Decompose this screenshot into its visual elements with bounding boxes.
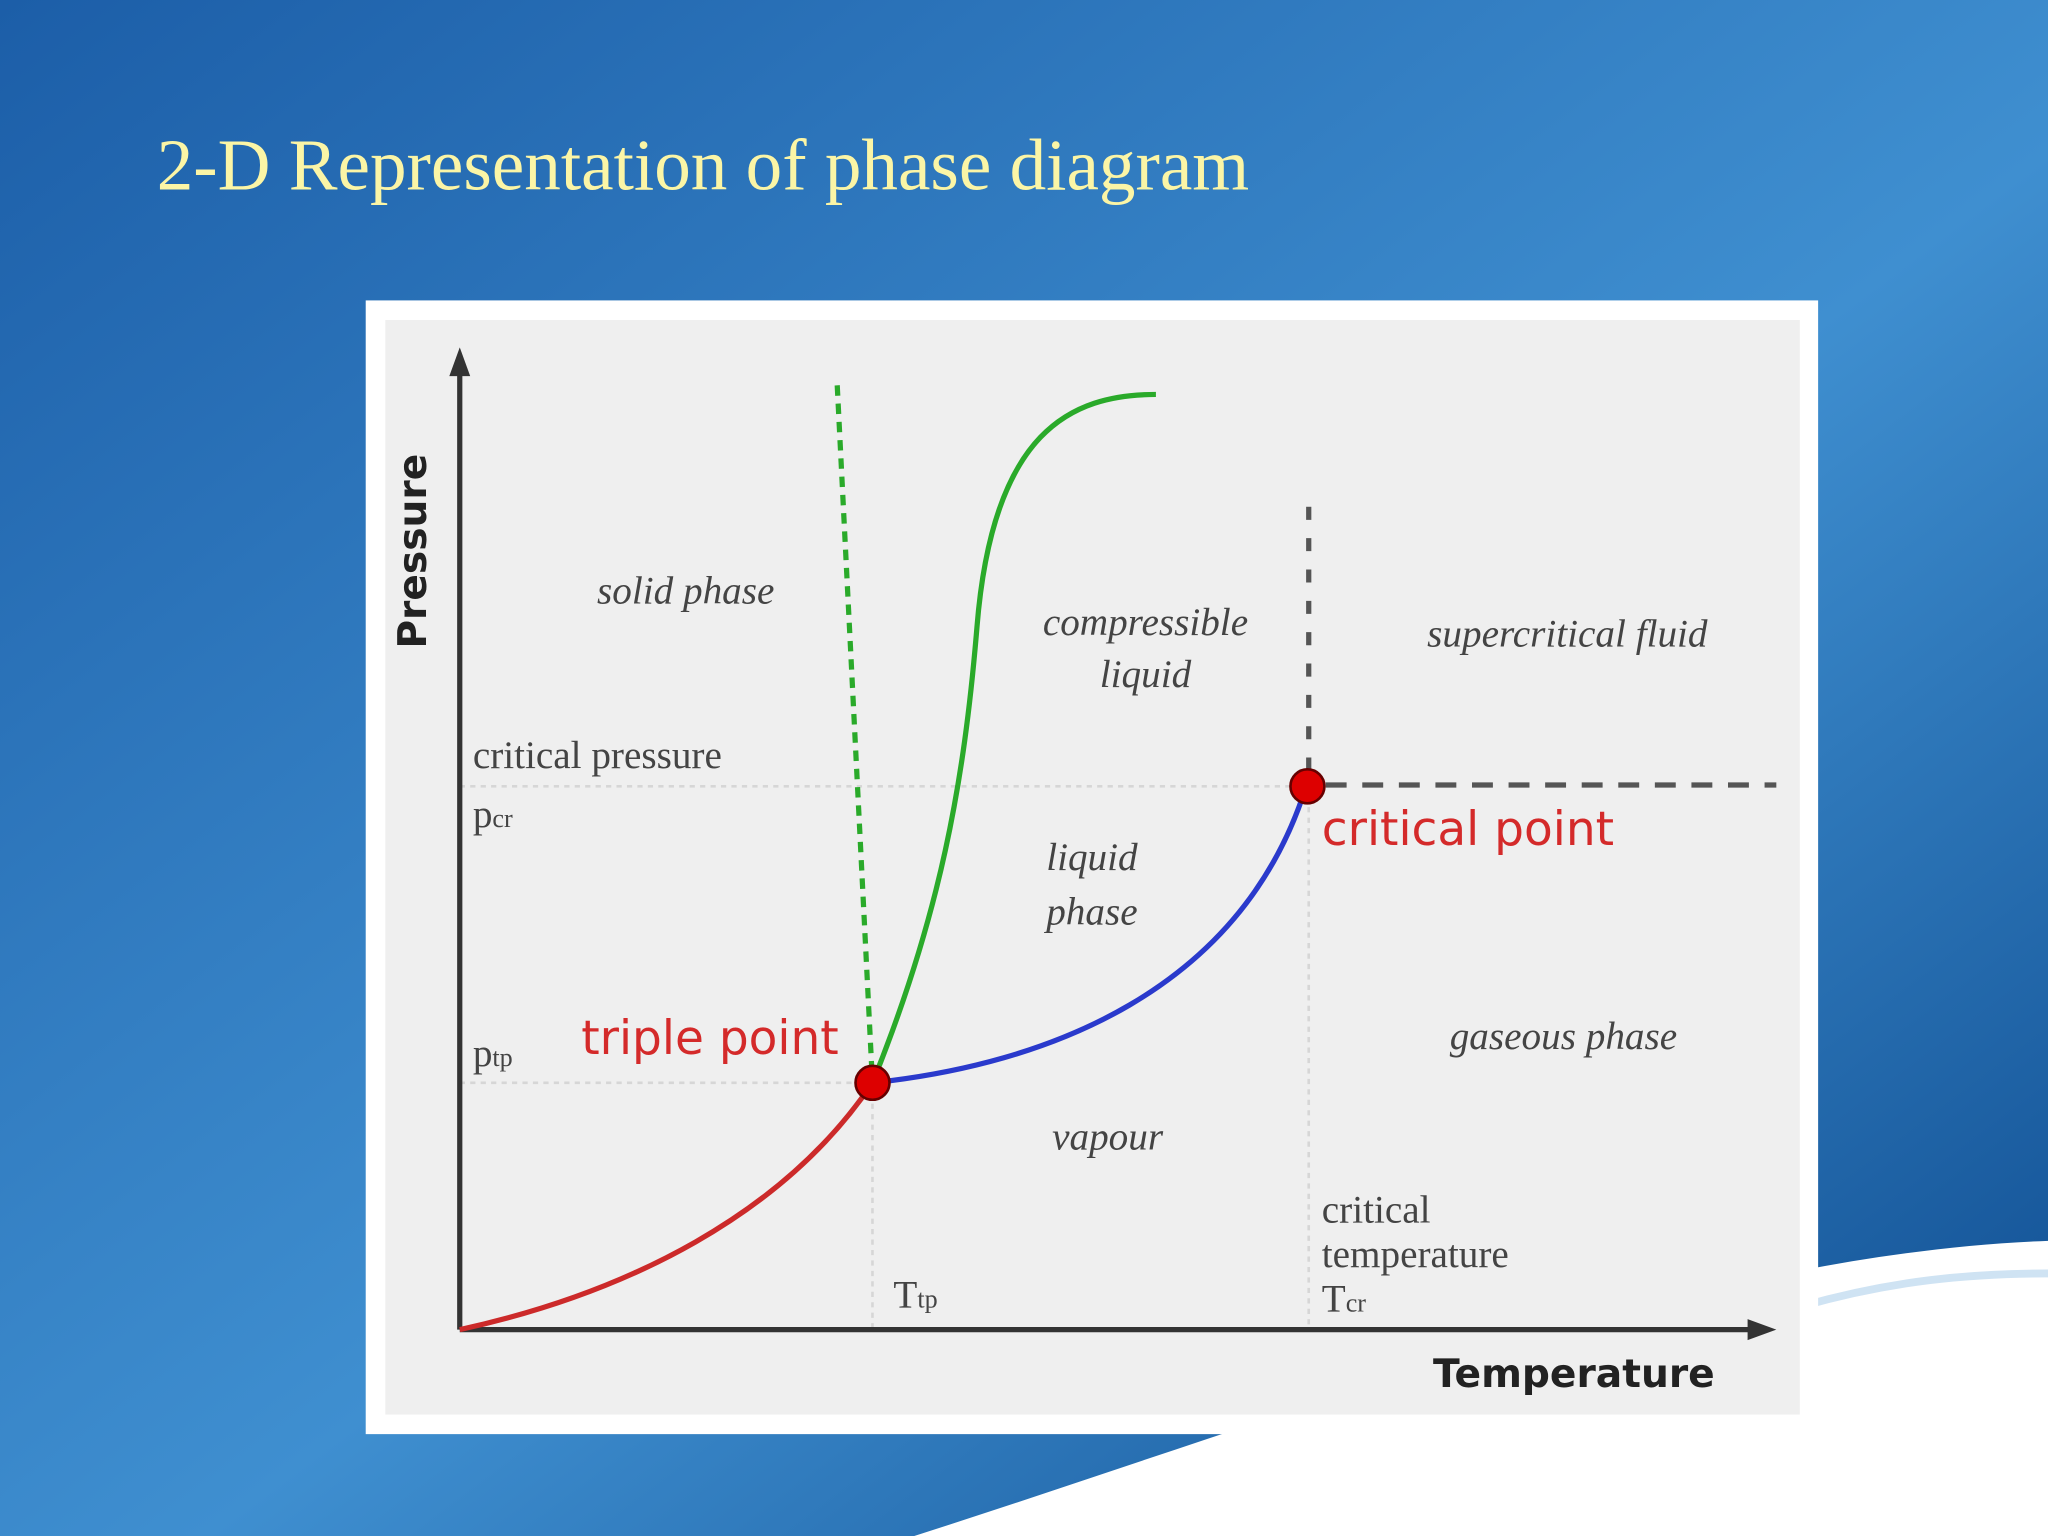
pressure-label: ptp — [473, 1032, 513, 1075]
subscript: tp — [492, 1043, 512, 1072]
temperature-label: Ttp — [893, 1273, 937, 1316]
critical-point-marker — [1289, 767, 1326, 805]
figure-panel — [385, 320, 1800, 1415]
temperature-caption: critical — [1322, 1189, 1431, 1232]
triple-point-marker — [854, 1064, 891, 1102]
fusion-curve — [870, 391, 1156, 1084]
slide-title: 2-D Representation of phase diagram — [157, 124, 1249, 205]
subscript: cr — [492, 804, 513, 833]
region-label: gaseous phase — [1450, 1015, 1677, 1058]
temperature-label: Tcr — [1322, 1277, 1367, 1320]
symbol: p — [473, 1032, 493, 1075]
subscript: tp — [917, 1284, 937, 1313]
pressure-label: pcr — [473, 793, 513, 836]
x-arrow — [1747, 1319, 1777, 1341]
symbol: p — [473, 793, 493, 836]
vaporization-curve — [872, 785, 1309, 1086]
symbol: T — [893, 1273, 917, 1316]
region-label: phase — [1043, 891, 1137, 934]
region-label: liquid — [1100, 653, 1192, 696]
region-label: supercritical fluid — [1427, 613, 1708, 656]
subscript: cr — [1346, 1288, 1367, 1317]
region-label: solid phase — [597, 569, 774, 612]
region-label: vapour — [1052, 1115, 1164, 1158]
guides — [459, 506, 1777, 1330]
region-label: liquid — [1046, 836, 1138, 879]
swoosh-line — [1801, 1269, 2048, 1310]
pressure-caption: critical pressure — [473, 734, 722, 777]
temperature-caption: temperature — [1322, 1233, 1509, 1276]
x-axis-title: Temperature — [1433, 1352, 1715, 1397]
symbol: T — [1322, 1277, 1346, 1320]
y-arrow — [449, 347, 471, 377]
point-label: triple point — [581, 1011, 839, 1066]
solid-liquid-anomalous — [834, 385, 876, 1083]
y-axis-title: Pressure — [391, 454, 436, 649]
axes — [449, 347, 1777, 1341]
region-label: compressible — [1043, 601, 1248, 644]
sublimation-curve — [459, 1081, 875, 1333]
point-label: critical point — [1322, 802, 1614, 857]
